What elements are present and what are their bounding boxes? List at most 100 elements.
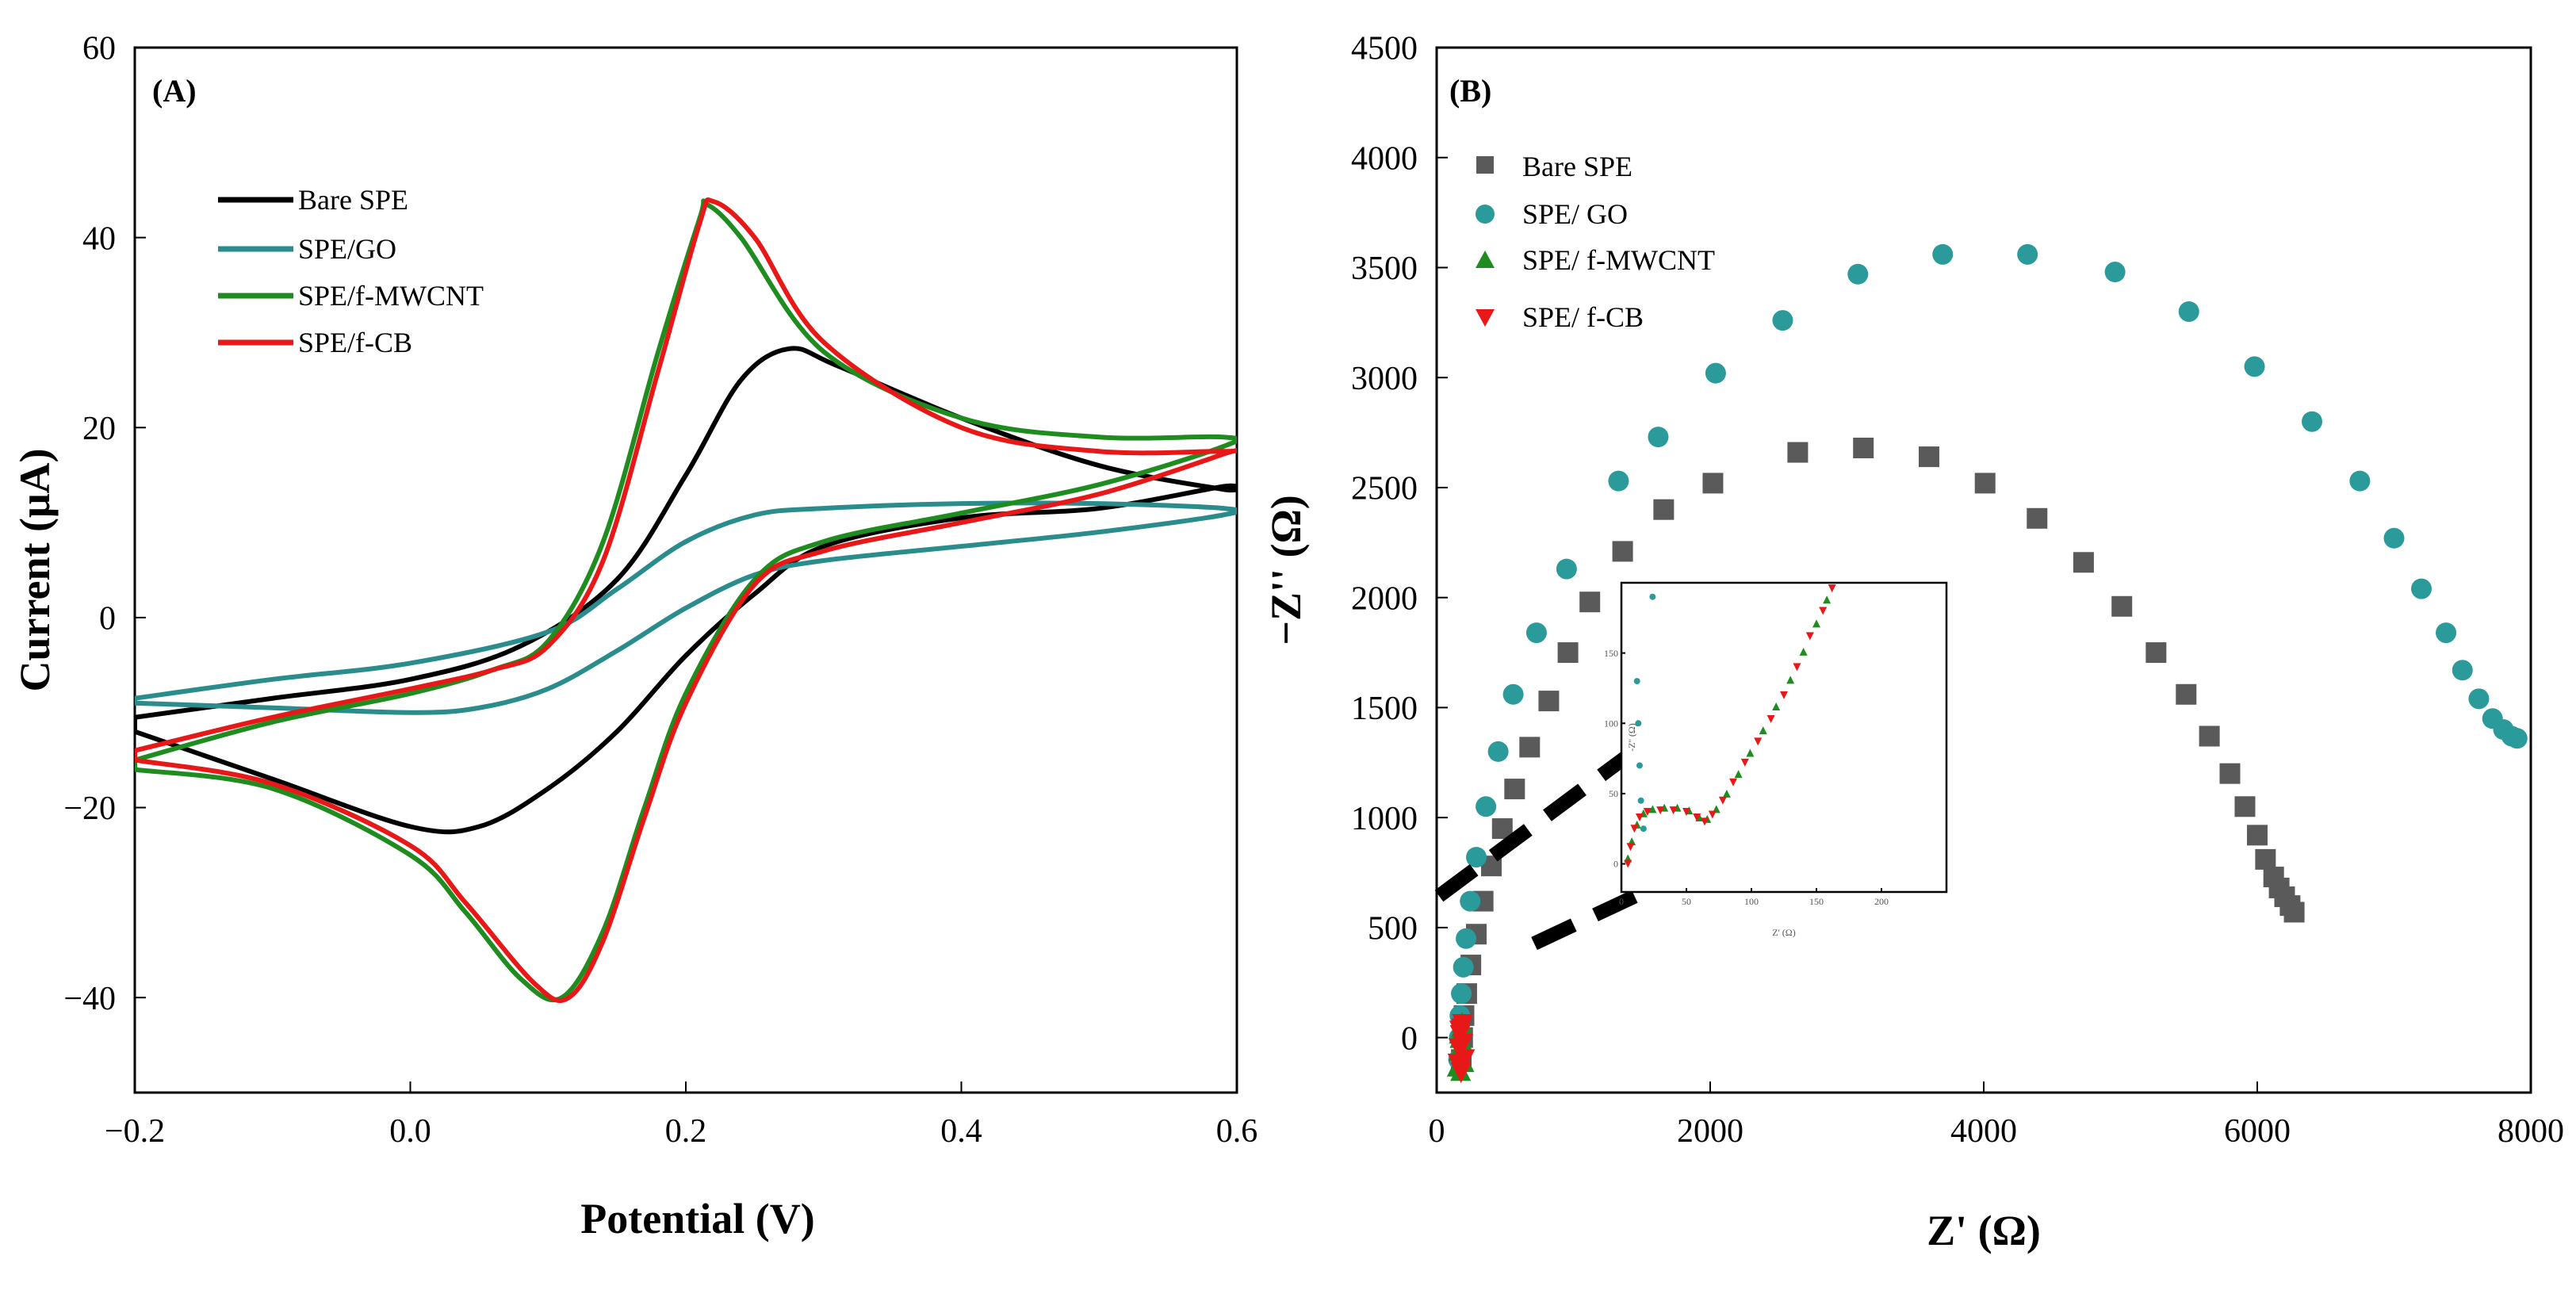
inset-y-tick-label: 150 bbox=[1604, 648, 1618, 659]
data-point bbox=[1450, 1062, 1472, 1084]
data-point bbox=[1705, 362, 1726, 384]
data-point bbox=[2247, 825, 2268, 846]
data-point bbox=[1702, 473, 1724, 494]
legend-marker-square bbox=[1476, 156, 1494, 174]
x-axis-title-b: Z' (Ω) bbox=[1927, 1207, 2041, 1254]
data-point bbox=[2283, 901, 2305, 923]
data-point bbox=[1453, 1033, 1474, 1055]
data-point bbox=[1612, 541, 1633, 562]
data-point bbox=[1451, 983, 1472, 1005]
inset-data-point bbox=[1799, 647, 1808, 656]
data-point bbox=[1538, 691, 1560, 712]
inset-data-point bbox=[1718, 796, 1727, 805]
data-point bbox=[1974, 473, 1996, 494]
x-tick-label: 4000 bbox=[1950, 1113, 2017, 1150]
inset-data-point bbox=[1648, 805, 1657, 813]
data-point bbox=[2017, 243, 2038, 265]
y-axis-title-b: −Z'' (Ω) bbox=[1262, 495, 1310, 645]
y-tick-label: 2500 bbox=[1351, 471, 1418, 507]
inset-data-point bbox=[1772, 702, 1781, 710]
legend-marker-circle bbox=[1476, 205, 1495, 224]
data-point bbox=[1932, 243, 1954, 265]
y-tick-label: −40 bbox=[63, 981, 116, 1017]
x-tick-label: 8000 bbox=[2498, 1113, 2564, 1150]
data-point bbox=[2199, 725, 2220, 747]
inset-y-tick-label: 50 bbox=[1609, 788, 1618, 799]
legend-b: Bare SPE SPE/ GO SPE/ f-MWCNT SPE/ f-CB bbox=[1476, 151, 1715, 333]
data-point bbox=[2302, 411, 2322, 432]
data-point bbox=[1579, 591, 1601, 613]
inset-data-point bbox=[1624, 859, 1632, 868]
cv-curve bbox=[135, 198, 1237, 1003]
inset-data-point bbox=[1636, 762, 1643, 769]
inset-data-point bbox=[1640, 825, 1647, 833]
inset-y-axis-title: -Z'' (Ω) bbox=[1626, 723, 1637, 752]
x-tick-label: −0.2 bbox=[105, 1113, 165, 1150]
y-tick-label: 4500 bbox=[1351, 31, 1418, 67]
plot-frame-a bbox=[133, 46, 1238, 1094]
inset-y-tick-label: 0 bbox=[1613, 859, 1618, 870]
inset-y-tick-label: 100 bbox=[1604, 718, 1618, 729]
inset-data-point bbox=[1734, 770, 1743, 779]
panel-a: −0.2 0.0 0.2 0.4 0.6 −40 −20 0 20 40 60 (A) Bare S… bbox=[11, 31, 1257, 1242]
inset-data-point bbox=[1786, 676, 1795, 684]
data-point bbox=[1454, 1049, 1476, 1070]
data-point bbox=[1466, 847, 1487, 868]
data-point bbox=[2219, 763, 2241, 784]
data-point bbox=[2111, 595, 2133, 617]
inset-data-point bbox=[1643, 807, 1652, 816]
x-axis-title-a: Potential (V) bbox=[580, 1195, 814, 1242]
inset-data-point bbox=[1793, 663, 1801, 672]
legend-label: SPE/ f-CB bbox=[1522, 301, 1644, 333]
inset-data-point bbox=[1635, 813, 1644, 822]
data-point bbox=[2255, 848, 2276, 870]
inset-data-point bbox=[1819, 607, 1828, 615]
data-point bbox=[1648, 427, 1669, 448]
data-point bbox=[1608, 470, 1629, 492]
inset-data-point bbox=[1635, 720, 1642, 727]
legend-label: SPE/ f-MWCNT bbox=[1522, 244, 1715, 276]
data-point bbox=[1772, 310, 1793, 331]
y-axis-title-a: Current (μA) bbox=[11, 448, 59, 691]
x-tick-label: 0.6 bbox=[1216, 1113, 1258, 1150]
inset-data-point bbox=[1656, 806, 1665, 815]
x-tick-label: 6000 bbox=[2224, 1113, 2291, 1150]
panel-b: 0 2000 4000 6000 800005001000150020002500300… bbox=[1262, 31, 2564, 1254]
data-point bbox=[1853, 438, 1874, 459]
series-layer-a bbox=[135, 197, 1237, 1003]
data-point bbox=[2104, 262, 2126, 283]
inset-data-point bbox=[1746, 748, 1755, 757]
x-tick-label: 0.2 bbox=[665, 1113, 707, 1150]
data-point bbox=[1787, 442, 1809, 463]
data-point bbox=[2176, 683, 2197, 705]
inset-data-point bbox=[1740, 758, 1749, 767]
inset-data-point bbox=[1700, 817, 1709, 826]
inset-x-tick-label: 150 bbox=[1809, 896, 1824, 907]
x-tick-label: 0.0 bbox=[389, 1113, 431, 1150]
inset-x-tick-label: 50 bbox=[1682, 896, 1691, 907]
data-point bbox=[2234, 796, 2256, 817]
y-tick-label: 0 bbox=[99, 601, 116, 637]
y-tick-label: 1000 bbox=[1351, 801, 1418, 837]
data-point bbox=[1525, 622, 1547, 644]
y-tick-label: 3000 bbox=[1351, 361, 1418, 397]
inset-data-point bbox=[1729, 778, 1738, 787]
data-point bbox=[2244, 356, 2265, 377]
inset-data-point bbox=[1754, 737, 1763, 746]
y-tick-label: 500 bbox=[1368, 911, 1418, 947]
y-tick-label: −20 bbox=[63, 790, 116, 827]
data-point bbox=[2452, 660, 2473, 681]
data-point bbox=[2506, 728, 2528, 749]
inset-chart: 0 50 100 150 200 0 50 100 150 Z' (Ω) -Z'' (Ω) bbox=[1604, 581, 1948, 938]
inset-data-point bbox=[1626, 843, 1635, 852]
inset-ticks: 0 50 100 150 200 0 50 100 150 bbox=[1604, 648, 1889, 907]
inset-data-point bbox=[1766, 714, 1775, 723]
data-point bbox=[1556, 558, 1577, 580]
inset-frame bbox=[1620, 581, 1948, 894]
data-point bbox=[2383, 527, 2405, 549]
inset-data-point bbox=[1669, 806, 1678, 815]
inset-data-point bbox=[1708, 810, 1717, 819]
data-point bbox=[2468, 688, 2490, 710]
data-point bbox=[1456, 928, 1477, 949]
y-tick-label: 60 bbox=[82, 31, 116, 67]
